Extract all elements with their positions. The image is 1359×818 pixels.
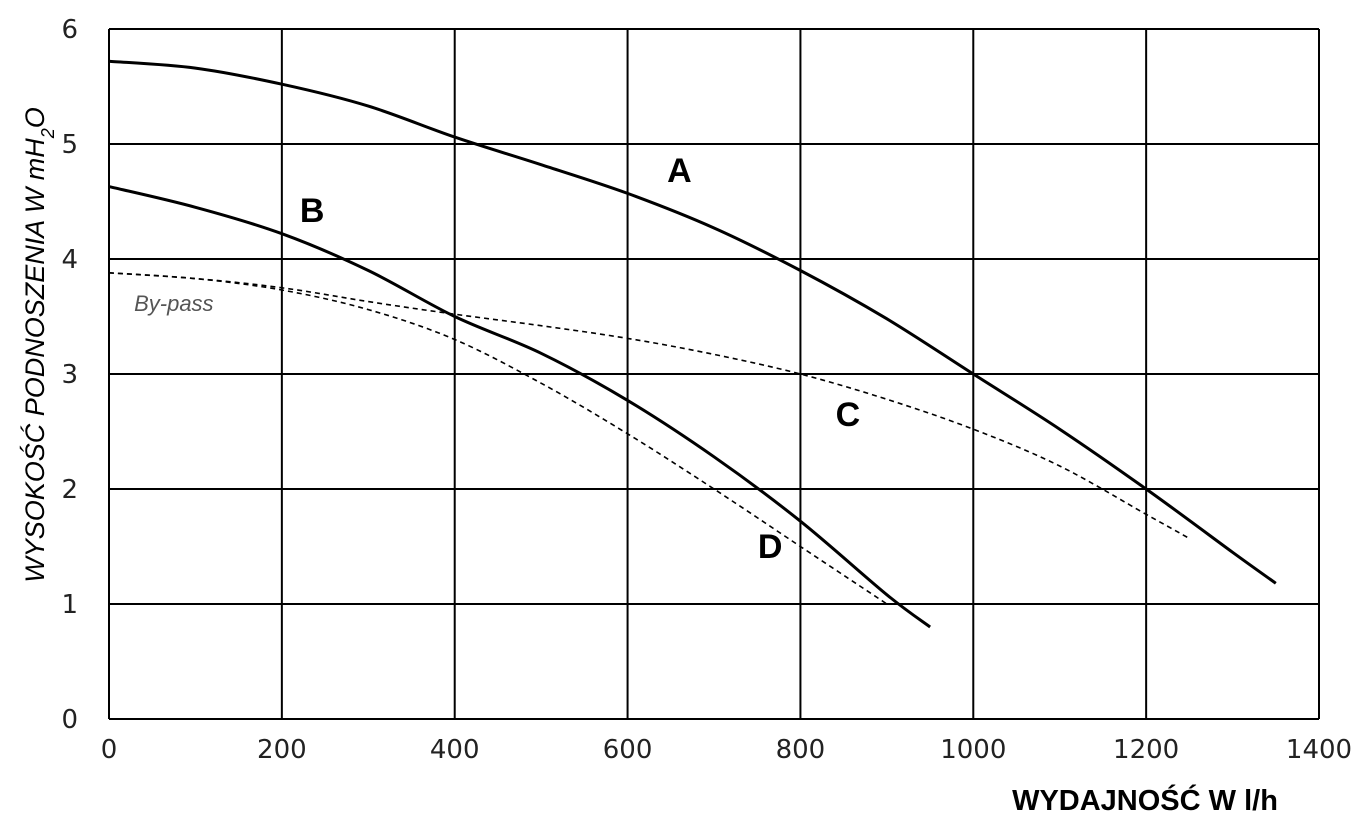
tick-labels: 0 200 400 600 800 1000 1200 1400 0 1 2 3 4 5 6: [61, 15, 1352, 765]
curve-labels: A B C D By-pass: [134, 152, 860, 566]
series-D-line: [108, 272, 888, 605]
x-tick-label: 1200: [1113, 735, 1179, 765]
y-tick-label: 1: [61, 590, 78, 620]
y-tick-label: 2: [61, 475, 78, 505]
series-C-line: [108, 272, 1190, 540]
bypass-label: By-pass: [134, 291, 213, 316]
curve-label-D: D: [758, 528, 783, 566]
curve-label-B: B: [300, 192, 325, 230]
y-tick-label: 6: [61, 15, 78, 45]
y-axis-label-subscript: 2: [38, 128, 58, 139]
y-tick-label: 0: [61, 705, 78, 735]
x-tick-label: 800: [776, 735, 826, 765]
y-tick-label: 5: [61, 130, 78, 160]
curve-label-A: A: [667, 152, 692, 190]
x-axis-label: WYDAJNOŚĆ W l/h: [1012, 783, 1278, 817]
series-B-line: [108, 185, 931, 629]
x-tick-label: 1400: [1286, 735, 1352, 765]
y-tick-label: 4: [61, 245, 78, 275]
x-tick-label: 200: [257, 735, 307, 765]
x-tick-label: 0: [101, 735, 118, 765]
y-axis-label: WYSOKOŚĆ PODNOSZENIA W mH2O: [18, 107, 58, 583]
grid: [108, 28, 1320, 720]
curve-label-C: C: [836, 396, 861, 434]
y-axis-label-tail: O: [20, 107, 50, 128]
y-tick-label: 3: [61, 360, 78, 390]
x-tick-label: 400: [430, 735, 480, 765]
x-tick-label: 1000: [940, 735, 1006, 765]
y-axis-label-main: WYSOKOŚĆ PODNOSZENIA W mH: [18, 138, 50, 583]
series-layer: [108, 59, 1277, 629]
series-A-line: [108, 59, 1277, 585]
x-tick-label: 600: [603, 735, 653, 765]
